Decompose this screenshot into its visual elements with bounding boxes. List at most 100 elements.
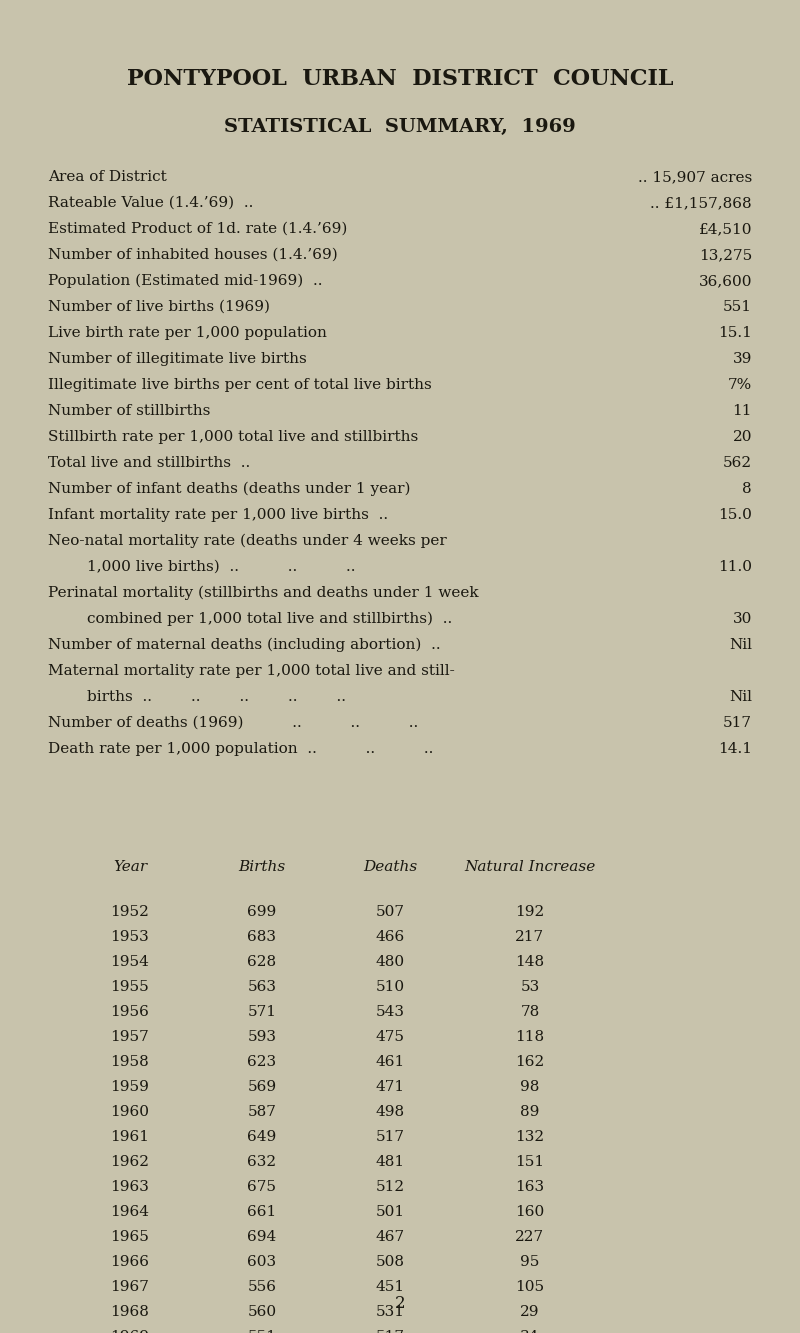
- Text: Infant mortality rate per 1,000 live births  ..: Infant mortality rate per 1,000 live bir…: [48, 508, 388, 523]
- Text: 89: 89: [520, 1105, 540, 1118]
- Text: Total live and stillbirths  ..: Total live and stillbirths ..: [48, 456, 250, 471]
- Text: combined per 1,000 total live and stillbirths)  ..: combined per 1,000 total live and stillb…: [48, 612, 452, 627]
- Text: 562: 562: [723, 456, 752, 471]
- Text: Live birth rate per 1,000 population: Live birth rate per 1,000 population: [48, 327, 327, 340]
- Text: 563: 563: [247, 980, 277, 994]
- Text: 7%: 7%: [728, 379, 752, 392]
- Text: Nil: Nil: [729, 690, 752, 704]
- Text: 2: 2: [394, 1294, 406, 1312]
- Text: 1967: 1967: [110, 1280, 150, 1294]
- Text: 556: 556: [247, 1280, 277, 1294]
- Text: 162: 162: [515, 1054, 545, 1069]
- Text: 543: 543: [375, 1005, 405, 1018]
- Text: Number of deaths (1969)          ..          ..          ..: Number of deaths (1969) .. .. ..: [48, 716, 418, 730]
- Text: 1954: 1954: [110, 954, 150, 969]
- Text: 1958: 1958: [110, 1054, 150, 1069]
- Text: 471: 471: [375, 1080, 405, 1094]
- Text: 1961: 1961: [110, 1130, 150, 1144]
- Text: 1965: 1965: [110, 1230, 150, 1244]
- Text: Number of inhabited houses (1.4.’69): Number of inhabited houses (1.4.’69): [48, 248, 338, 263]
- Text: 694: 694: [247, 1230, 277, 1244]
- Text: 1966: 1966: [110, 1254, 150, 1269]
- Text: 683: 683: [247, 930, 277, 944]
- Text: 148: 148: [515, 954, 545, 969]
- Text: births  ..        ..        ..        ..        ..: births .. .. .. .. ..: [48, 690, 346, 704]
- Text: 1960: 1960: [110, 1105, 150, 1118]
- Text: Rateable Value (1.4.’69)  ..: Rateable Value (1.4.’69) ..: [48, 196, 254, 211]
- Text: Illegitimate live births per cent of total live births: Illegitimate live births per cent of tot…: [48, 379, 432, 392]
- Text: 480: 480: [375, 954, 405, 969]
- Text: 531: 531: [375, 1305, 405, 1318]
- Text: 15.0: 15.0: [718, 508, 752, 523]
- Text: 587: 587: [247, 1105, 277, 1118]
- Text: Natural Increase: Natural Increase: [464, 860, 596, 874]
- Text: Number of maternal deaths (including abortion)  ..: Number of maternal deaths (including abo…: [48, 639, 441, 652]
- Text: 475: 475: [375, 1030, 405, 1044]
- Text: 675: 675: [247, 1180, 277, 1194]
- Text: .. £1,157,868: .. £1,157,868: [650, 196, 752, 211]
- Text: 467: 467: [375, 1230, 405, 1244]
- Text: 217: 217: [515, 930, 545, 944]
- Text: 517: 517: [723, 716, 752, 730]
- Text: 105: 105: [515, 1280, 545, 1294]
- Text: 11: 11: [733, 404, 752, 419]
- Text: 36,600: 36,600: [698, 275, 752, 288]
- Text: 508: 508: [375, 1254, 405, 1269]
- Text: Births: Births: [238, 860, 286, 874]
- Text: 29: 29: [520, 1305, 540, 1318]
- Text: Perinatal mortality (stillbirths and deaths under 1 week: Perinatal mortality (stillbirths and dea…: [48, 587, 478, 600]
- Text: 163: 163: [515, 1180, 545, 1194]
- Text: 699: 699: [247, 905, 277, 918]
- Text: 132: 132: [515, 1130, 545, 1144]
- Text: 571: 571: [247, 1005, 277, 1018]
- Text: 1962: 1962: [110, 1154, 150, 1169]
- Text: £4,510: £4,510: [698, 223, 752, 236]
- Text: 1,000 live births)  ..          ..          ..: 1,000 live births) .. .. ..: [48, 560, 355, 575]
- Text: Estimated Product of 1d. rate (1.4.’69): Estimated Product of 1d. rate (1.4.’69): [48, 223, 347, 236]
- Text: 628: 628: [247, 954, 277, 969]
- Text: 20: 20: [733, 431, 752, 444]
- Text: 593: 593: [247, 1030, 277, 1044]
- Text: 1963: 1963: [110, 1180, 150, 1194]
- Text: 1953: 1953: [110, 930, 150, 944]
- Text: 1957: 1957: [110, 1030, 150, 1044]
- Text: 451: 451: [375, 1280, 405, 1294]
- Text: 30: 30: [733, 612, 752, 627]
- Text: 13,275: 13,275: [698, 248, 752, 263]
- Text: Maternal mortality rate per 1,000 total live and still-: Maternal mortality rate per 1,000 total …: [48, 664, 454, 678]
- Text: 15.1: 15.1: [718, 327, 752, 340]
- Text: STATISTICAL  SUMMARY,  1969: STATISTICAL SUMMARY, 1969: [224, 119, 576, 136]
- Text: 160: 160: [515, 1205, 545, 1218]
- Text: 466: 466: [375, 930, 405, 944]
- Text: 649: 649: [247, 1130, 277, 1144]
- Text: 551: 551: [247, 1330, 277, 1333]
- Text: 1964: 1964: [110, 1205, 150, 1218]
- Text: 1959: 1959: [110, 1080, 150, 1094]
- Text: 151: 151: [515, 1154, 545, 1169]
- Text: Nil: Nil: [729, 639, 752, 652]
- Text: 14.1: 14.1: [718, 742, 752, 756]
- Text: Number of illegitimate live births: Number of illegitimate live births: [48, 352, 306, 367]
- Text: 192: 192: [515, 905, 545, 918]
- Text: PONTYPOOL  URBAN  DISTRICT  COUNCIL: PONTYPOOL URBAN DISTRICT COUNCIL: [126, 68, 674, 91]
- Text: 517: 517: [375, 1330, 405, 1333]
- Text: 510: 510: [375, 980, 405, 994]
- Text: 118: 118: [515, 1030, 545, 1044]
- Text: Death rate per 1,000 population  ..          ..          ..: Death rate per 1,000 population .. .. ..: [48, 742, 434, 756]
- Text: 95: 95: [520, 1254, 540, 1269]
- Text: 227: 227: [515, 1230, 545, 1244]
- Text: 8: 8: [742, 483, 752, 496]
- Text: 551: 551: [723, 300, 752, 315]
- Text: 498: 498: [375, 1105, 405, 1118]
- Text: 39: 39: [733, 352, 752, 367]
- Text: Number of infant deaths (deaths under 1 year): Number of infant deaths (deaths under 1 …: [48, 483, 410, 496]
- Text: Year: Year: [113, 860, 147, 874]
- Text: 661: 661: [247, 1205, 277, 1218]
- Text: Neo-natal mortality rate (deaths under 4 weeks per: Neo-natal mortality rate (deaths under 4…: [48, 535, 446, 548]
- Text: 507: 507: [375, 905, 405, 918]
- Text: Stillbirth rate per 1,000 total live and stillbirths: Stillbirth rate per 1,000 total live and…: [48, 431, 418, 444]
- Text: 461: 461: [375, 1054, 405, 1069]
- Text: Area of District: Area of District: [48, 171, 166, 184]
- Text: Population (Estimated mid-1969)  ..: Population (Estimated mid-1969) ..: [48, 275, 322, 288]
- Text: 501: 501: [375, 1205, 405, 1218]
